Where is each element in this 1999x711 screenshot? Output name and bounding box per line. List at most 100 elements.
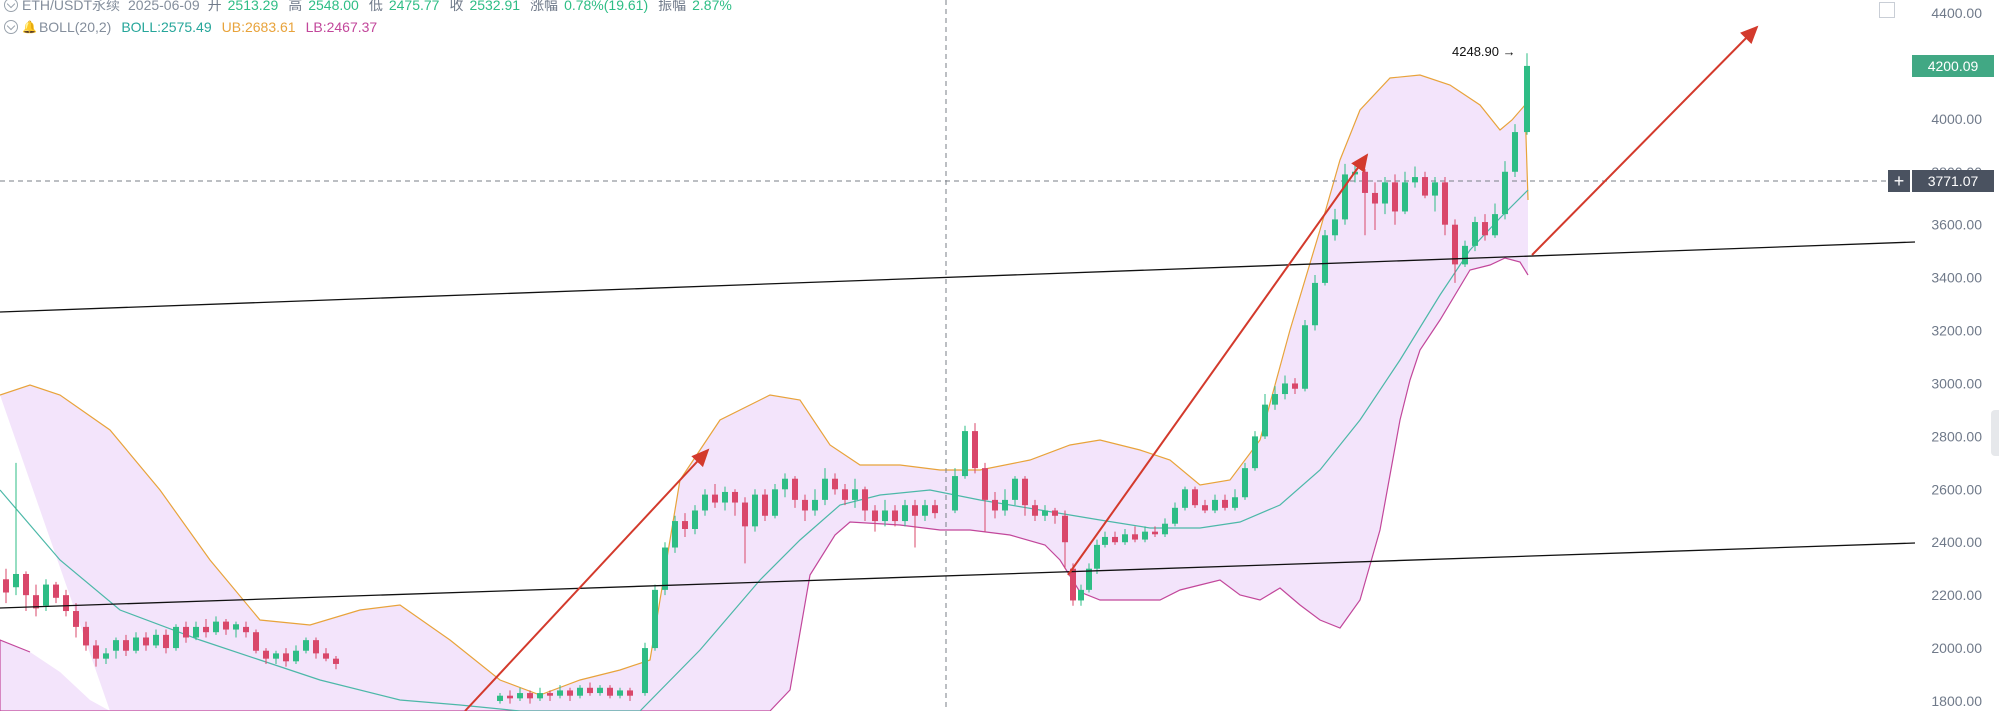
crosshair-price-badge: 3771.07 — [1912, 170, 1994, 192]
candle-body — [642, 648, 648, 694]
candle-body — [1492, 214, 1498, 236]
candle-body — [537, 693, 543, 699]
symbol-name: ETH/USDT永续 — [22, 0, 120, 13]
candle-body — [1132, 534, 1138, 540]
candle-body — [1094, 544, 1100, 569]
candle-body — [143, 637, 149, 646]
candle-body — [557, 690, 563, 696]
candle-body — [193, 626, 199, 638]
candle-body — [762, 494, 768, 516]
candle-body — [1122, 534, 1128, 543]
low-label: 低 — [368, 0, 383, 13]
price-axis-tick: 2000.00 — [1931, 640, 1982, 656]
candle-body — [902, 505, 908, 522]
candle-body — [1362, 171, 1368, 193]
candle-body — [872, 510, 878, 522]
candle-body — [53, 584, 59, 598]
candle-body — [1272, 394, 1278, 405]
candle-body — [1312, 282, 1318, 326]
crosshair-add-button[interactable]: + — [1888, 170, 1910, 192]
candle-body — [203, 626, 209, 633]
candle-date: 2025-06-09 — [128, 0, 200, 13]
chevron-circle-icon[interactable] — [4, 0, 18, 12]
candle-body — [293, 650, 299, 662]
candle-body — [507, 695, 513, 699]
upper-trendline — [0, 241, 1916, 313]
price-axis-tick: 3200.00 — [1931, 323, 1982, 339]
lower-trendline — [0, 542, 1916, 609]
candle-body — [1192, 489, 1198, 506]
candle-body — [597, 687, 603, 694]
candle-body — [1524, 65, 1530, 133]
price-axis-tick: 2600.00 — [1931, 481, 1982, 497]
ohlc-info-row: ETH/USDT永续 2025-06-09 开 2513.29 高 2548.0… — [4, 0, 742, 14]
boll-mid-value: BOLL:2575.49 — [121, 19, 212, 35]
candle-body — [782, 478, 788, 490]
candle-body — [1262, 404, 1268, 437]
candle-body — [83, 626, 89, 646]
candle-body — [263, 650, 269, 659]
candle-body — [792, 478, 798, 500]
candle-body — [1162, 523, 1168, 535]
candle-body — [912, 505, 918, 516]
boll-name: BOLL(20,2) — [38, 19, 112, 35]
candle-body — [517, 693, 523, 699]
candle-body — [1182, 489, 1188, 508]
candle-body — [3, 579, 9, 593]
candle-body — [1212, 499, 1218, 511]
amplitude-value: 2.87% — [692, 0, 732, 13]
upper-band-line — [0, 74, 1529, 696]
candle-body — [752, 494, 758, 527]
candle-body — [527, 693, 533, 699]
candle-body — [732, 491, 738, 503]
candle-body — [682, 521, 688, 529]
price-axis-tick: 4400.00 — [1931, 5, 1982, 21]
layout-corner-icon[interactable] — [1879, 2, 1895, 18]
candle-body — [1222, 499, 1228, 508]
trend-arrow — [1531, 25, 1759, 256]
close-label: 收 — [449, 0, 464, 13]
bell-icon[interactable]: 🔔 — [22, 20, 37, 34]
price-axis-tick: 4000.00 — [1931, 111, 1982, 127]
low-value: 2475.77 — [388, 0, 440, 13]
candle-body — [1202, 505, 1208, 511]
candle-body — [63, 595, 69, 612]
middle-band-line — [0, 189, 1529, 711]
trendlines — [0, 25, 1916, 711]
bollinger-fill — [0, 75, 1528, 711]
candle-body — [1512, 132, 1518, 172]
candle-body — [1422, 177, 1428, 196]
boll-upper-value: UB:2683.61 — [221, 19, 296, 35]
candle-body — [23, 573, 29, 596]
candle-body — [1432, 182, 1438, 196]
price-axis-tick: 2800.00 — [1931, 428, 1982, 444]
panel-resize-handle[interactable] — [1991, 410, 1999, 456]
candle-body — [153, 634, 159, 646]
lower-band-line — [0, 257, 1529, 711]
price-axis-tick: 1800.00 — [1931, 693, 1982, 709]
trend-arrow — [464, 448, 710, 711]
candle-body — [1112, 536, 1118, 543]
chevron-circle-icon[interactable] — [4, 20, 18, 34]
candle-body — [73, 611, 79, 627]
candle-body — [1332, 219, 1338, 236]
candle-body — [273, 653, 279, 659]
candle-body — [1482, 222, 1488, 236]
candle-body — [1002, 499, 1008, 511]
candle-body — [832, 478, 838, 490]
candle-body — [982, 468, 988, 500]
candle-body — [932, 505, 938, 514]
candle-body — [1022, 478, 1028, 506]
candle-body — [173, 626, 179, 649]
boll-lower-value: LB:2467.37 — [305, 19, 378, 35]
candle-body — [882, 510, 888, 522]
candle-body — [43, 584, 49, 606]
candle-body — [702, 494, 708, 511]
crosshair-lines — [0, 0, 1890, 711]
candle-body — [1152, 531, 1158, 535]
candle-body — [577, 687, 583, 696]
candle-body — [283, 653, 289, 662]
candle-body — [962, 431, 968, 477]
candle-body — [243, 626, 249, 633]
